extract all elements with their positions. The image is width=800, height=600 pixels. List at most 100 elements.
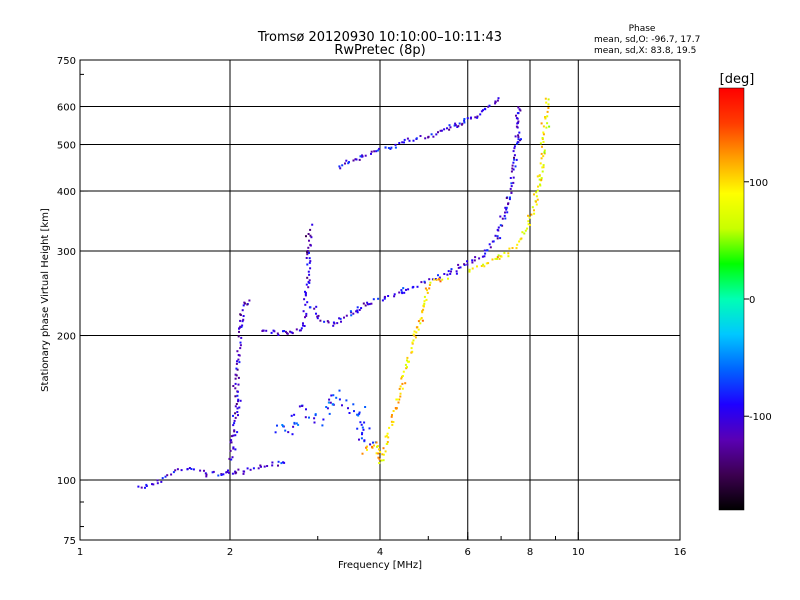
data-point — [515, 125, 518, 128]
data-point — [379, 451, 382, 453]
data-point — [496, 99, 499, 102]
data-point — [518, 131, 521, 134]
data-point — [353, 410, 355, 413]
data-point — [238, 361, 241, 364]
data-point — [512, 176, 515, 179]
data-point — [328, 412, 331, 415]
data-point — [234, 395, 237, 398]
data-point — [541, 166, 544, 169]
data-point — [145, 485, 148, 487]
data-point — [437, 274, 439, 277]
data-point — [454, 124, 457, 127]
data-point — [345, 399, 348, 402]
data-point — [541, 137, 544, 139]
data-point — [524, 229, 527, 232]
data-point — [356, 309, 359, 312]
data-point — [277, 464, 279, 467]
data-point — [381, 453, 384, 456]
data-point — [235, 374, 238, 377]
data-point — [236, 368, 239, 371]
data-point — [377, 297, 380, 300]
data-point — [394, 407, 397, 409]
data-point — [541, 145, 543, 148]
data-point — [329, 401, 332, 404]
data-point — [304, 303, 307, 306]
data-point — [387, 295, 390, 297]
data-point — [282, 330, 284, 333]
data-point — [305, 257, 308, 259]
data-point — [547, 103, 550, 106]
data-point — [536, 175, 539, 178]
data-point — [423, 280, 426, 283]
data-point — [235, 403, 238, 405]
data-point — [528, 216, 531, 219]
data-point — [381, 299, 384, 302]
data-point — [309, 228, 312, 231]
data-point — [234, 434, 237, 437]
data-point — [241, 320, 244, 323]
data-point — [419, 318, 422, 321]
data-point — [536, 189, 539, 192]
data-point — [205, 475, 208, 478]
data-point — [338, 317, 341, 320]
data-point — [229, 449, 232, 452]
data-point — [506, 211, 509, 214]
data-point — [356, 427, 359, 430]
data-point — [386, 432, 389, 435]
data-point — [466, 260, 468, 263]
data-point — [421, 310, 424, 313]
data-point — [357, 414, 360, 417]
data-point — [428, 287, 431, 290]
data-point — [378, 462, 381, 464]
data-point — [402, 287, 405, 290]
data-point — [496, 256, 499, 258]
data-point — [242, 472, 245, 475]
data-point — [350, 311, 353, 314]
data-point — [317, 314, 320, 317]
data-point — [449, 272, 452, 275]
data-point — [232, 446, 235, 449]
phase-header: Phase — [629, 24, 656, 34]
data-point — [459, 266, 462, 269]
data-point — [252, 467, 255, 470]
data-point — [513, 158, 516, 161]
data-point — [166, 474, 169, 477]
data-point — [448, 124, 451, 127]
data-point — [394, 143, 397, 146]
data-point — [306, 250, 309, 252]
data-point — [426, 289, 428, 292]
data-point — [356, 306, 359, 309]
data-point — [432, 278, 435, 281]
x-tick-label: 1 — [77, 547, 83, 558]
data-point — [340, 320, 342, 323]
data-point — [422, 304, 425, 307]
data-point — [236, 394, 239, 397]
data-point — [546, 122, 549, 125]
data-point — [205, 473, 208, 476]
data-point — [430, 133, 433, 136]
data-point — [457, 263, 460, 266]
data-point — [375, 452, 378, 455]
data-point — [479, 113, 482, 116]
data-point — [362, 302, 365, 305]
data-point — [471, 259, 474, 262]
data-point — [517, 106, 520, 109]
data-point — [295, 328, 298, 331]
data-point — [355, 310, 358, 313]
data-point — [384, 450, 387, 453]
data-point — [517, 112, 520, 115]
data-point — [387, 147, 390, 149]
data-point — [443, 273, 446, 275]
data-point — [336, 322, 339, 325]
data-point — [240, 326, 243, 328]
data-point — [356, 311, 359, 314]
data-point — [335, 396, 338, 399]
data-point — [192, 468, 195, 471]
data-point — [239, 319, 242, 322]
data-point — [377, 452, 380, 455]
data-point — [363, 439, 366, 442]
data-point — [231, 472, 234, 475]
data-point — [237, 358, 240, 361]
data-point — [393, 293, 396, 296]
data-point — [239, 399, 242, 402]
